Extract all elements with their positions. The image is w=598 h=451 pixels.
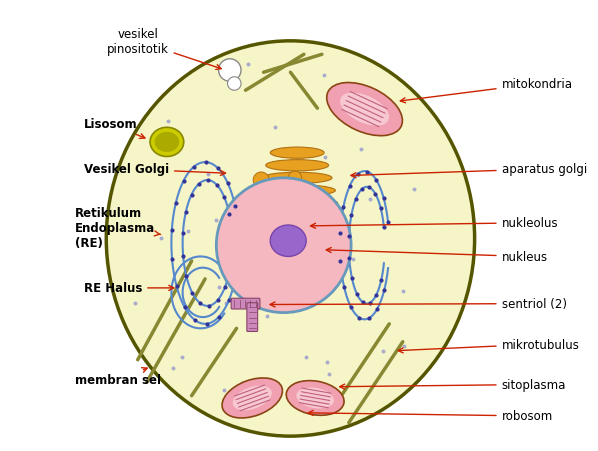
Text: Vesikel Golgi: Vesikel Golgi [84,163,225,176]
Ellipse shape [270,148,324,159]
Text: Lisosom: Lisosom [84,118,145,139]
Ellipse shape [106,42,475,436]
Text: nukleus: nukleus [327,248,548,263]
Text: aparatus golgi: aparatus golgi [351,163,587,179]
Text: nukleolus: nukleolus [310,217,558,230]
Ellipse shape [340,93,389,126]
Circle shape [253,173,269,189]
Ellipse shape [286,381,344,415]
Ellipse shape [270,226,306,257]
Text: RE Halus: RE Halus [84,282,174,295]
Circle shape [261,201,271,211]
FancyBboxPatch shape [231,299,260,309]
Text: mitokondria: mitokondria [400,78,572,104]
FancyBboxPatch shape [247,303,258,332]
Text: membran sel: membran sel [75,368,161,387]
Circle shape [228,78,241,91]
Circle shape [257,188,270,200]
Circle shape [219,60,241,82]
Text: sitoplasma: sitoplasma [340,378,566,391]
Circle shape [288,172,301,185]
Ellipse shape [266,160,329,171]
Ellipse shape [297,387,334,409]
Circle shape [291,189,303,200]
Ellipse shape [222,378,282,418]
Ellipse shape [259,185,335,197]
Text: robosom: robosom [308,410,553,423]
Ellipse shape [263,173,332,184]
Ellipse shape [150,128,184,157]
Ellipse shape [327,83,402,136]
Text: mikrotubulus: mikrotubulus [398,338,579,353]
Ellipse shape [155,133,179,152]
Text: sentriol (2): sentriol (2) [270,298,566,310]
Ellipse shape [233,386,272,410]
Text: vesikel
pinositotik: vesikel pinositotik [107,28,221,70]
Ellipse shape [216,179,351,313]
Ellipse shape [257,198,338,209]
Text: Retikulum
Endoplasma
(RE): Retikulum Endoplasma (RE) [75,206,161,249]
